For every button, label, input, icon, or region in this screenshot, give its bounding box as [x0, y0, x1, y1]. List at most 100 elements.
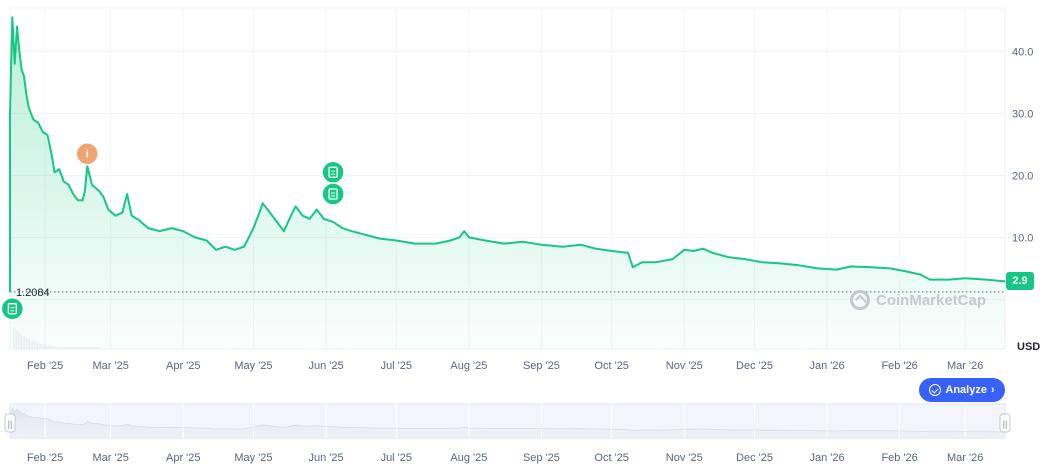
x-tick-label: Sep '25: [523, 360, 560, 372]
x-tick-label: Dec '25: [736, 360, 773, 372]
analyze-label: Analyze: [945, 384, 987, 396]
coinmarketcap-watermark: CoinMarketCap: [850, 290, 986, 310]
volume-bar: [61, 347, 62, 349]
volume-bar: [69, 347, 70, 349]
volume-bar: [99, 347, 101, 349]
volume-bar: [67, 347, 69, 349]
time-range-brush[interactable]: [9, 403, 1006, 439]
volume-bar: [21, 334, 22, 349]
document-icon: [328, 188, 338, 200]
x-tick-label: Aug '25: [450, 360, 487, 372]
chevron-right-icon: ›: [990, 384, 995, 396]
drag-handle-icon: ||: [8, 419, 13, 429]
brush-x-tick-label: Mar '25: [92, 452, 128, 464]
x-tick-label: Jul '25: [381, 360, 412, 372]
current-price-tag: 2.9: [1006, 272, 1034, 290]
volume-bar: [70, 347, 72, 349]
volume-bar: [30, 340, 32, 349]
min-price-label: 1.2084: [16, 287, 50, 299]
volume-bar: [78, 347, 80, 349]
volume-bar: [59, 347, 61, 349]
volume-bar: [25, 337, 27, 349]
volume-bar: [62, 347, 64, 349]
brush-x-tick-label: Sep '25: [523, 452, 560, 464]
price-line: [9, 16, 1006, 292]
volume-bar: [88, 347, 90, 349]
news-marker[interactable]: [321, 182, 345, 206]
news-marker-circle[interactable]: [321, 182, 345, 206]
volume-bar: [33, 341, 35, 349]
price-area-fill: [10, 17, 1005, 350]
volume-bar: [86, 347, 88, 349]
x-tick-label: Jan '26: [810, 360, 845, 372]
currency-unit-label: USD: [1017, 341, 1041, 353]
volume-bar: [27, 338, 29, 349]
x-tick-label: May '25: [234, 360, 272, 372]
volume-bar: [96, 347, 98, 349]
x-tick-label: Feb '26: [881, 360, 917, 372]
volume-bar: [24, 336, 26, 349]
volume-bar: [29, 339, 30, 349]
brush-x-tick-label: Mar '26: [947, 452, 983, 464]
volume-bar: [93, 347, 94, 349]
event-marker[interactable]: i: [75, 141, 100, 166]
volume-bar: [17, 331, 19, 349]
volume-bar: [14, 328, 16, 349]
brush-x-tick-label: Nov '25: [666, 452, 703, 464]
volume-bar: [16, 330, 18, 349]
volume-bar: [64, 347, 66, 349]
volume-bar: [35, 342, 37, 349]
brush-x-tick-label: Aug '25: [450, 452, 487, 464]
news-marker-circle[interactable]: [0, 296, 25, 321]
news-marker[interactable]: [0, 296, 25, 321]
volume-bar: [46, 345, 48, 349]
volume-bar: [32, 340, 34, 349]
volume-bar: [37, 342, 38, 349]
brush-handle-left[interactable]: ||: [4, 413, 16, 433]
document-icon: [328, 166, 338, 178]
volume-bar: [97, 347, 99, 349]
volume-bar: [22, 335, 24, 349]
info-icon: i: [86, 149, 89, 161]
brush-handle-right[interactable]: ||: [999, 413, 1011, 433]
volume-bar: [53, 346, 54, 349]
brush-x-tick-label: Jul '25: [381, 452, 412, 464]
volume-bar: [13, 327, 14, 349]
volume-bar: [65, 347, 67, 349]
event-marker-circle[interactable]: [75, 141, 100, 166]
brush-x-tick-label: Dec '25: [736, 452, 773, 464]
brush-x-tick-label: Oct '25: [594, 452, 629, 464]
brush-x-tick-label: Jun '25: [308, 452, 343, 464]
volume-bar: [72, 347, 74, 349]
volume-bar: [73, 347, 75, 349]
news-marker-circle[interactable]: [321, 160, 345, 185]
news-marker[interactable]: [321, 160, 345, 185]
volume-bar: [83, 347, 85, 349]
volume-bar: [45, 344, 46, 349]
analyze-icon: [929, 384, 942, 396]
volume-bar: [57, 346, 59, 349]
y-tick-label: 20.0: [1012, 170, 1033, 182]
volume-bar: [38, 343, 40, 349]
volume-bar: [40, 343, 42, 349]
brush-x-tick-label: Jan '26: [810, 452, 845, 464]
volume-bar: [19, 333, 21, 349]
x-tick-label: Feb '25: [27, 360, 63, 372]
x-tick-label: Apr '25: [166, 360, 201, 372]
volume-bar: [56, 346, 58, 349]
brush-handle-body[interactable]: [999, 413, 1011, 433]
analyze-button[interactable]: Analyze ›: [919, 378, 1005, 402]
volume-bar: [54, 346, 56, 349]
volume-bar: [85, 347, 86, 349]
x-tick-label: Mar '25: [92, 360, 128, 372]
watermark-text: CoinMarketCap: [876, 291, 987, 309]
volume-bar: [81, 347, 83, 349]
volume-bar: [48, 345, 50, 349]
x-tick-label: Oct '25: [594, 360, 629, 372]
x-tick-label: Jun '25: [308, 360, 343, 372]
volume-bar: [43, 344, 45, 349]
volume-bar: [77, 347, 78, 349]
brush-handle-body[interactable]: [4, 413, 16, 433]
